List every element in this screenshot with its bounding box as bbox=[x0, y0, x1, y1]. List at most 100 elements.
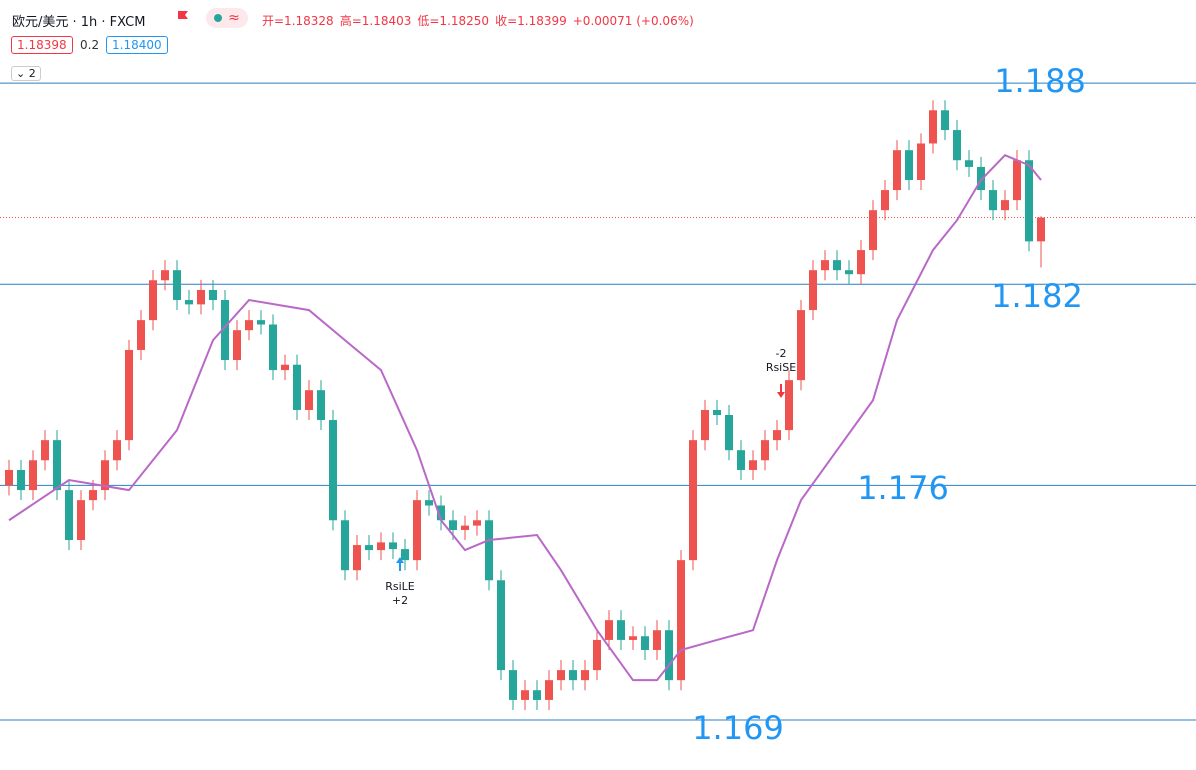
level-label: 1.182 bbox=[991, 277, 1083, 315]
chevron: ⌄ bbox=[16, 67, 29, 80]
candle-body bbox=[41, 440, 49, 461]
bid-button[interactable]: 1.18398 bbox=[11, 36, 73, 54]
candle-body bbox=[1025, 160, 1033, 242]
candle-body bbox=[833, 260, 841, 271]
candle-body bbox=[209, 289, 217, 301]
signal-qty: +2 bbox=[392, 594, 408, 607]
signal-arrow bbox=[777, 384, 785, 398]
candle-body bbox=[1013, 160, 1021, 201]
candle-body bbox=[773, 430, 781, 441]
svg-text:≈: ≈ bbox=[228, 10, 240, 26]
candle-body bbox=[185, 300, 193, 305]
collapse-button[interactable]: ⌄ 2 bbox=[11, 66, 41, 81]
candle-body bbox=[593, 639, 601, 671]
candle-body bbox=[65, 490, 73, 541]
ohlc-item: +0.00071 (+0.06%) bbox=[572, 14, 694, 28]
candle-body bbox=[749, 460, 757, 470]
candle-body bbox=[1037, 217, 1045, 242]
candle-body bbox=[449, 520, 457, 530]
signal-text: RsiLE bbox=[385, 580, 415, 593]
spread: 0.2 bbox=[80, 38, 100, 52]
candle-body bbox=[653, 630, 661, 650]
moving-average bbox=[8, 154, 1042, 682]
candle-body bbox=[257, 320, 265, 325]
candle-body bbox=[1001, 200, 1009, 211]
ask-button[interactable]: 1.18400 bbox=[106, 36, 168, 54]
candle-body bbox=[173, 270, 181, 301]
level-label: 1.176 bbox=[857, 469, 949, 507]
candle-body bbox=[557, 670, 565, 681]
candle-body bbox=[965, 160, 973, 167]
candle-body bbox=[917, 143, 925, 181]
candle-body bbox=[857, 250, 865, 275]
ohlc-item: 高=1.18403 bbox=[339, 14, 412, 28]
candle-body bbox=[221, 300, 229, 361]
candle-body bbox=[689, 440, 697, 561]
flag-icon[interactable] bbox=[176, 10, 190, 24]
candle-body bbox=[329, 420, 337, 521]
candle-body bbox=[17, 469, 25, 491]
candle-body bbox=[305, 390, 313, 410]
candle-body bbox=[737, 450, 745, 470]
candle-body bbox=[941, 110, 949, 131]
candle-body bbox=[293, 364, 301, 410]
candle-body bbox=[197, 289, 205, 305]
candle-body bbox=[101, 460, 109, 491]
candle-body bbox=[581, 670, 589, 681]
signal-qty: -2 bbox=[776, 347, 787, 360]
candle-body bbox=[413, 500, 421, 561]
candle-body bbox=[509, 670, 517, 700]
candle-body bbox=[617, 620, 625, 640]
candle-body bbox=[785, 380, 793, 431]
candle-body bbox=[821, 260, 829, 271]
candle-body bbox=[905, 150, 913, 181]
candle-body bbox=[113, 440, 121, 461]
candle-body bbox=[425, 500, 433, 506]
candle-body bbox=[629, 636, 637, 640]
candle-body bbox=[137, 320, 145, 350]
ohlc-item: 开=1.18328 bbox=[262, 14, 334, 28]
candle-body bbox=[761, 440, 769, 461]
candle-body bbox=[149, 280, 157, 321]
candle-body bbox=[389, 542, 397, 550]
candle-body bbox=[953, 130, 961, 161]
candle-body bbox=[5, 469, 13, 486]
candle-body bbox=[269, 324, 277, 371]
candle-body bbox=[641, 636, 649, 650]
candle-body bbox=[281, 364, 289, 371]
candle-body bbox=[605, 620, 613, 640]
candle-body bbox=[89, 490, 97, 501]
candle-body bbox=[665, 630, 673, 681]
candle-body bbox=[401, 549, 409, 561]
candle-body bbox=[725, 415, 733, 451]
candle-body bbox=[161, 270, 169, 281]
candle-body bbox=[377, 542, 385, 551]
signal-arrow bbox=[396, 557, 404, 571]
candle-body bbox=[845, 270, 853, 275]
candle-body bbox=[341, 520, 349, 571]
candle-body bbox=[869, 210, 877, 251]
candle-body bbox=[461, 525, 469, 530]
candle-body bbox=[989, 190, 997, 211]
candle-body bbox=[437, 505, 445, 521]
candle-body bbox=[317, 390, 325, 421]
candle-body bbox=[893, 150, 901, 191]
candle-body bbox=[125, 349, 133, 441]
level-label: 1.169 bbox=[692, 709, 784, 747]
candle-body bbox=[809, 270, 817, 311]
candle-body bbox=[545, 680, 553, 700]
ohlc-legend: 开=1.18328 高=1.18403 低=1.18250 收=1.18399 +0.0… bbox=[262, 12, 700, 29]
candle-body bbox=[485, 520, 493, 581]
status-pill[interactable]: ≈ bbox=[206, 8, 248, 28]
candle-body bbox=[701, 409, 709, 441]
candle-body bbox=[881, 190, 889, 211]
candle-body bbox=[521, 690, 529, 700]
level-label: 1.188 bbox=[994, 62, 1086, 100]
candle-body bbox=[353, 545, 361, 571]
candle-body bbox=[365, 545, 373, 551]
candle-body bbox=[77, 500, 85, 541]
candle-body bbox=[233, 330, 241, 361]
ohlc-item: 收=1.18399 bbox=[495, 14, 567, 28]
